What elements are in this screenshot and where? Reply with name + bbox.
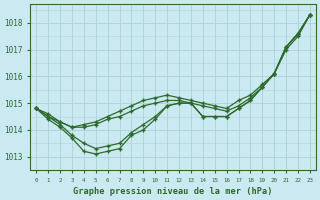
X-axis label: Graphe pression niveau de la mer (hPa): Graphe pression niveau de la mer (hPa) <box>73 187 273 196</box>
